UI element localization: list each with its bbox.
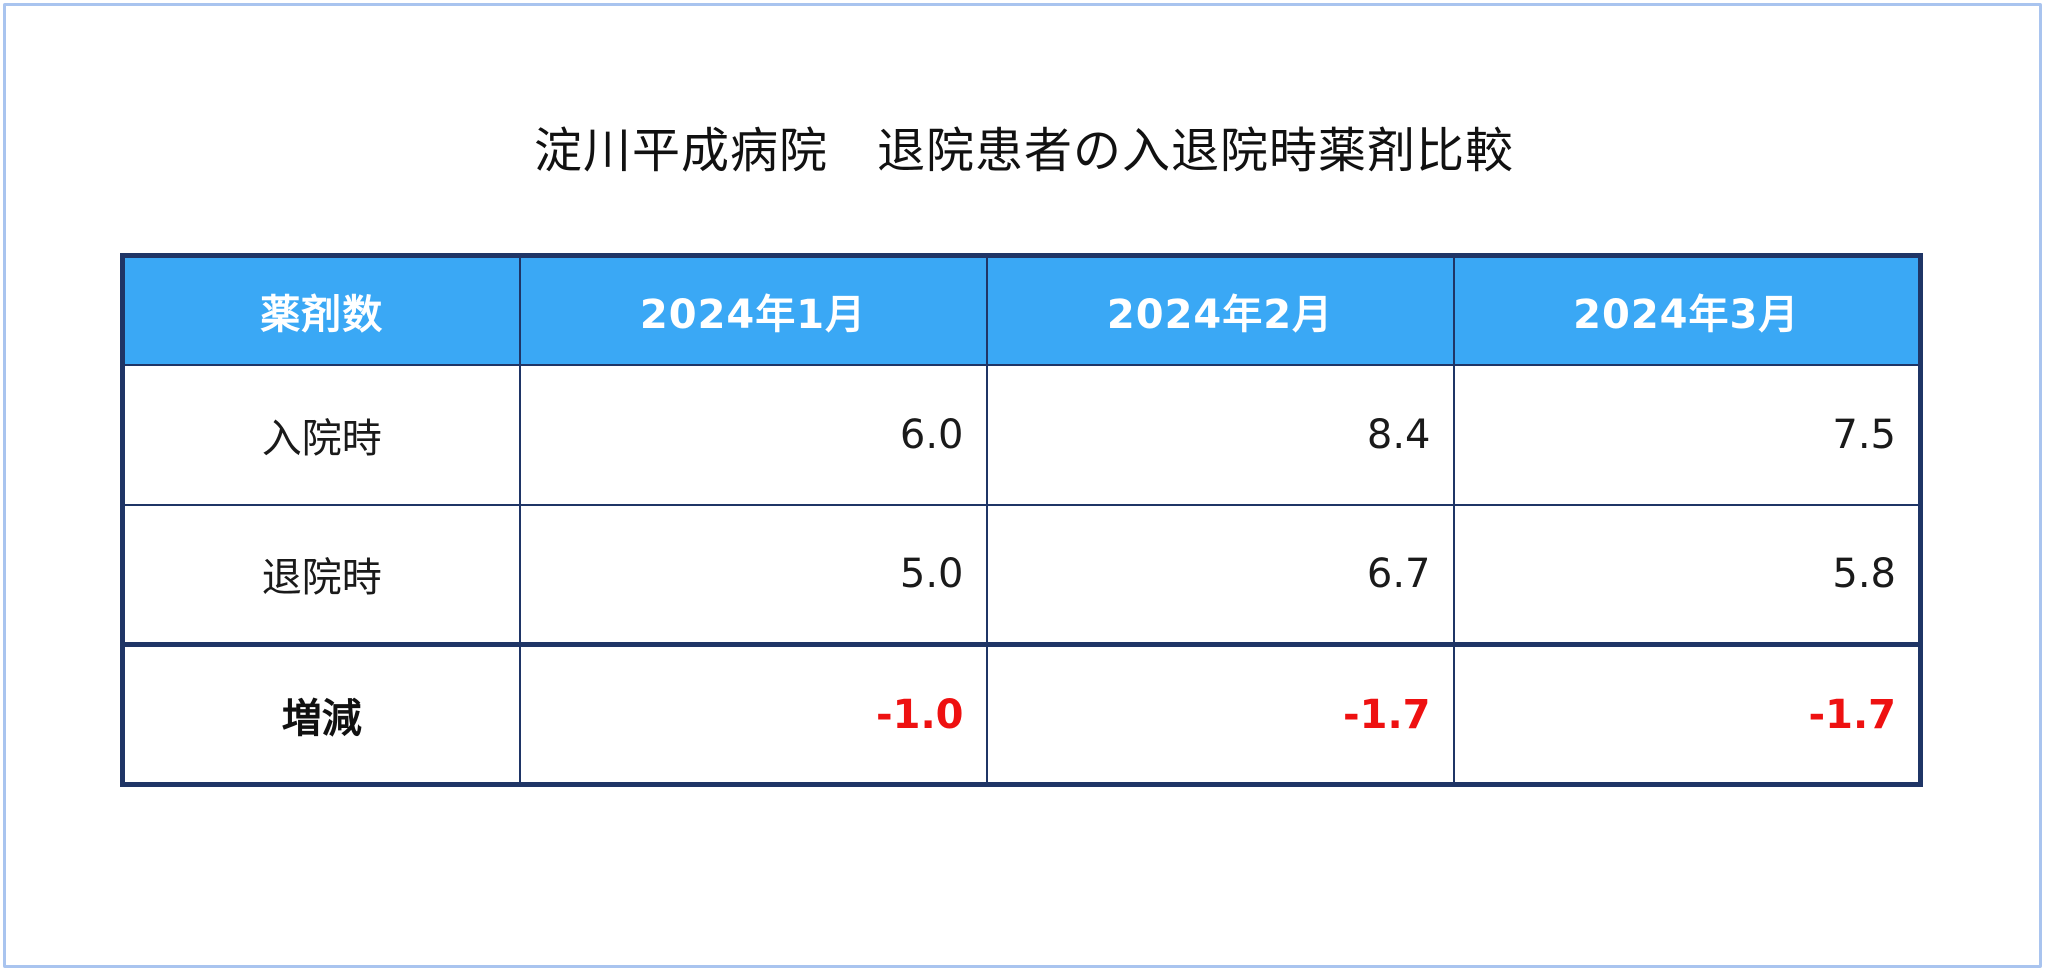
table-cell: 5.8 — [1452, 503, 1922, 646]
table-cell: 6.7 — [985, 503, 1455, 646]
column-header-2024-feb: 2024年2月 — [985, 254, 1455, 366]
column-header-drug-count: 薬剤数 — [121, 254, 521, 366]
table-cell: 5.0 — [518, 503, 988, 646]
page-title: 淀川平成病院 退院患者の入退院時薬剤比較 — [533, 123, 1514, 179]
table-cell: 8.4 — [985, 363, 1455, 506]
difference-cell: -1.0 — [518, 643, 988, 786]
table-row-admission: 入院時 6.0 8.4 7.5 — [121, 363, 1922, 506]
column-header-2024-jan: 2024年1月 — [518, 254, 988, 366]
page-frame — [3, 3, 2042, 968]
table-cell: 7.5 — [1452, 363, 1922, 506]
table-row-discharge: 退院時 5.0 6.7 5.8 — [121, 503, 1922, 646]
difference-cell: -1.7 — [985, 643, 1455, 786]
row-label-discharge: 退院時 — [121, 503, 521, 646]
difference-cell: -1.7 — [1452, 643, 1922, 786]
table-header-row: 薬剤数 2024年1月 2024年2月 2024年3月 — [121, 254, 1922, 366]
drug-comparison-table: 薬剤数 2024年1月 2024年2月 2024年3月 入院時 6.0 8.4 … — [120, 253, 1923, 787]
row-label-admission: 入院時 — [121, 363, 521, 506]
column-header-2024-mar: 2024年3月 — [1452, 254, 1922, 366]
row-label-difference: 増減 — [121, 643, 521, 786]
table-cell: 6.0 — [518, 363, 988, 506]
table-row-difference: 増減 -1.0 -1.7 -1.7 — [121, 643, 1922, 786]
